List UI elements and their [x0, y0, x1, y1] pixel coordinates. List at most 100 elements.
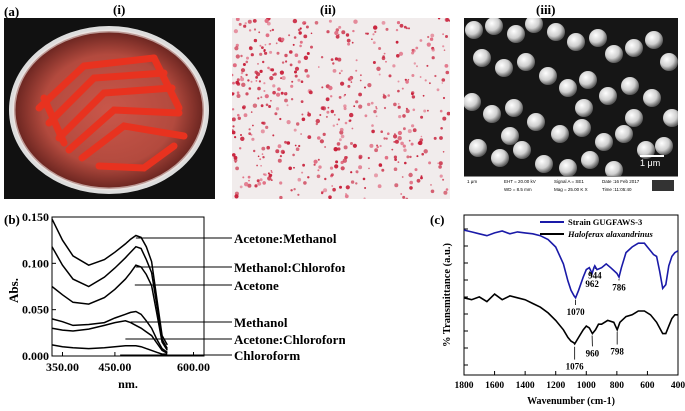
cell-dot [334, 164, 339, 169]
cell-dot [379, 144, 382, 148]
cell-dot [244, 182, 249, 187]
x-tick-label: 1400 [516, 381, 535, 391]
cell-dot [242, 106, 244, 109]
cell-dot [304, 68, 308, 73]
cell-dot [369, 143, 374, 148]
cell-dot [407, 78, 410, 81]
cell-dot [243, 113, 248, 118]
sem-sphere [464, 93, 481, 111]
cell-dot [412, 108, 416, 112]
cell-dot [285, 60, 288, 63]
cell-dot [398, 115, 402, 119]
cell-dot [372, 41, 376, 44]
cell-dot [335, 28, 339, 32]
cell-dot [428, 161, 432, 165]
cell-dot [232, 117, 236, 122]
cell-dot [355, 59, 358, 62]
cell-dot [344, 194, 349, 199]
cell-dot [299, 44, 302, 48]
sem-sphere [525, 18, 543, 33]
series-line [463, 229, 679, 300]
cell-dot [242, 63, 246, 66]
cell-dot [393, 134, 398, 139]
cell-dot [342, 158, 347, 163]
y-tick-label: 0.050 [22, 303, 49, 317]
cell-dot [434, 74, 437, 78]
cell-dot [370, 101, 374, 105]
peak-label: 798 [610, 347, 624, 357]
cell-dot [339, 185, 342, 189]
series-line [51, 218, 168, 346]
cell-dot [317, 136, 321, 140]
cell-dot [303, 34, 308, 39]
cell-dot [383, 106, 387, 110]
cell-dot [436, 88, 440, 92]
cell-dot [353, 19, 358, 24]
sem-sphere [465, 21, 483, 39]
cell-dot [301, 171, 304, 174]
cell-dot [233, 29, 238, 34]
cell-dot [374, 30, 377, 33]
cell-dot [321, 106, 327, 111]
cell-dot [276, 92, 281, 97]
cell-dot [261, 146, 266, 151]
cell-dot [300, 100, 304, 103]
cell-dot [408, 27, 410, 30]
cell-dot [270, 179, 273, 182]
cell-dot [420, 176, 423, 180]
cell-dot [280, 77, 283, 80]
cell-dot [267, 66, 270, 70]
cell-dot [367, 83, 372, 88]
cell-dot [293, 188, 296, 191]
cell-dot [398, 51, 404, 56]
cell-dot [265, 103, 269, 107]
cell-dot [381, 168, 385, 172]
cell-dot [240, 54, 243, 58]
sem-sphere [599, 87, 617, 105]
cell-dot [403, 148, 407, 152]
cell-dot [395, 28, 399, 32]
cell-dot [284, 98, 288, 103]
cell-dot [443, 190, 448, 195]
cell-dot [301, 117, 306, 122]
cell-dot [288, 166, 292, 171]
x-tick-label: 1600 [485, 381, 504, 391]
cell-dot [423, 149, 428, 154]
cell-dot [265, 125, 269, 129]
cell-dot [277, 144, 282, 149]
cell-dot [344, 121, 348, 125]
cell-dot [252, 124, 254, 127]
cell-dot [260, 96, 263, 99]
cell-dot [430, 189, 435, 194]
cell-dot [248, 46, 253, 51]
cell-dot [240, 77, 245, 82]
cell-dot [374, 148, 378, 153]
cell-dot [264, 43, 267, 46]
sem-sphere [655, 137, 673, 155]
cell-dot [383, 137, 386, 140]
cell-dot [290, 189, 293, 192]
y-axis-label: Abs. [6, 278, 21, 303]
cell-dot [268, 105, 272, 108]
cell-dot [236, 91, 240, 94]
cell-dot [261, 121, 264, 125]
cell-dot [260, 104, 264, 108]
x-tick-label: 350.00 [46, 360, 79, 374]
x-tick-label: 400 [671, 381, 685, 391]
cell-dot [286, 104, 289, 107]
cell-dot [293, 128, 297, 132]
series-line [51, 264, 168, 351]
cell-dot [403, 127, 406, 131]
cell-dot [247, 19, 252, 24]
cell-dot [279, 70, 284, 75]
cell-dot [340, 134, 345, 139]
cell-dot [248, 132, 252, 135]
cell-dot [241, 82, 246, 88]
cell-dot [259, 69, 263, 73]
cell-dot [397, 80, 400, 83]
cell-dot [281, 61, 285, 64]
cell-dot [255, 76, 258, 79]
cell-dot [421, 152, 424, 156]
cell-dot [262, 156, 265, 159]
cell-dot [234, 161, 237, 164]
